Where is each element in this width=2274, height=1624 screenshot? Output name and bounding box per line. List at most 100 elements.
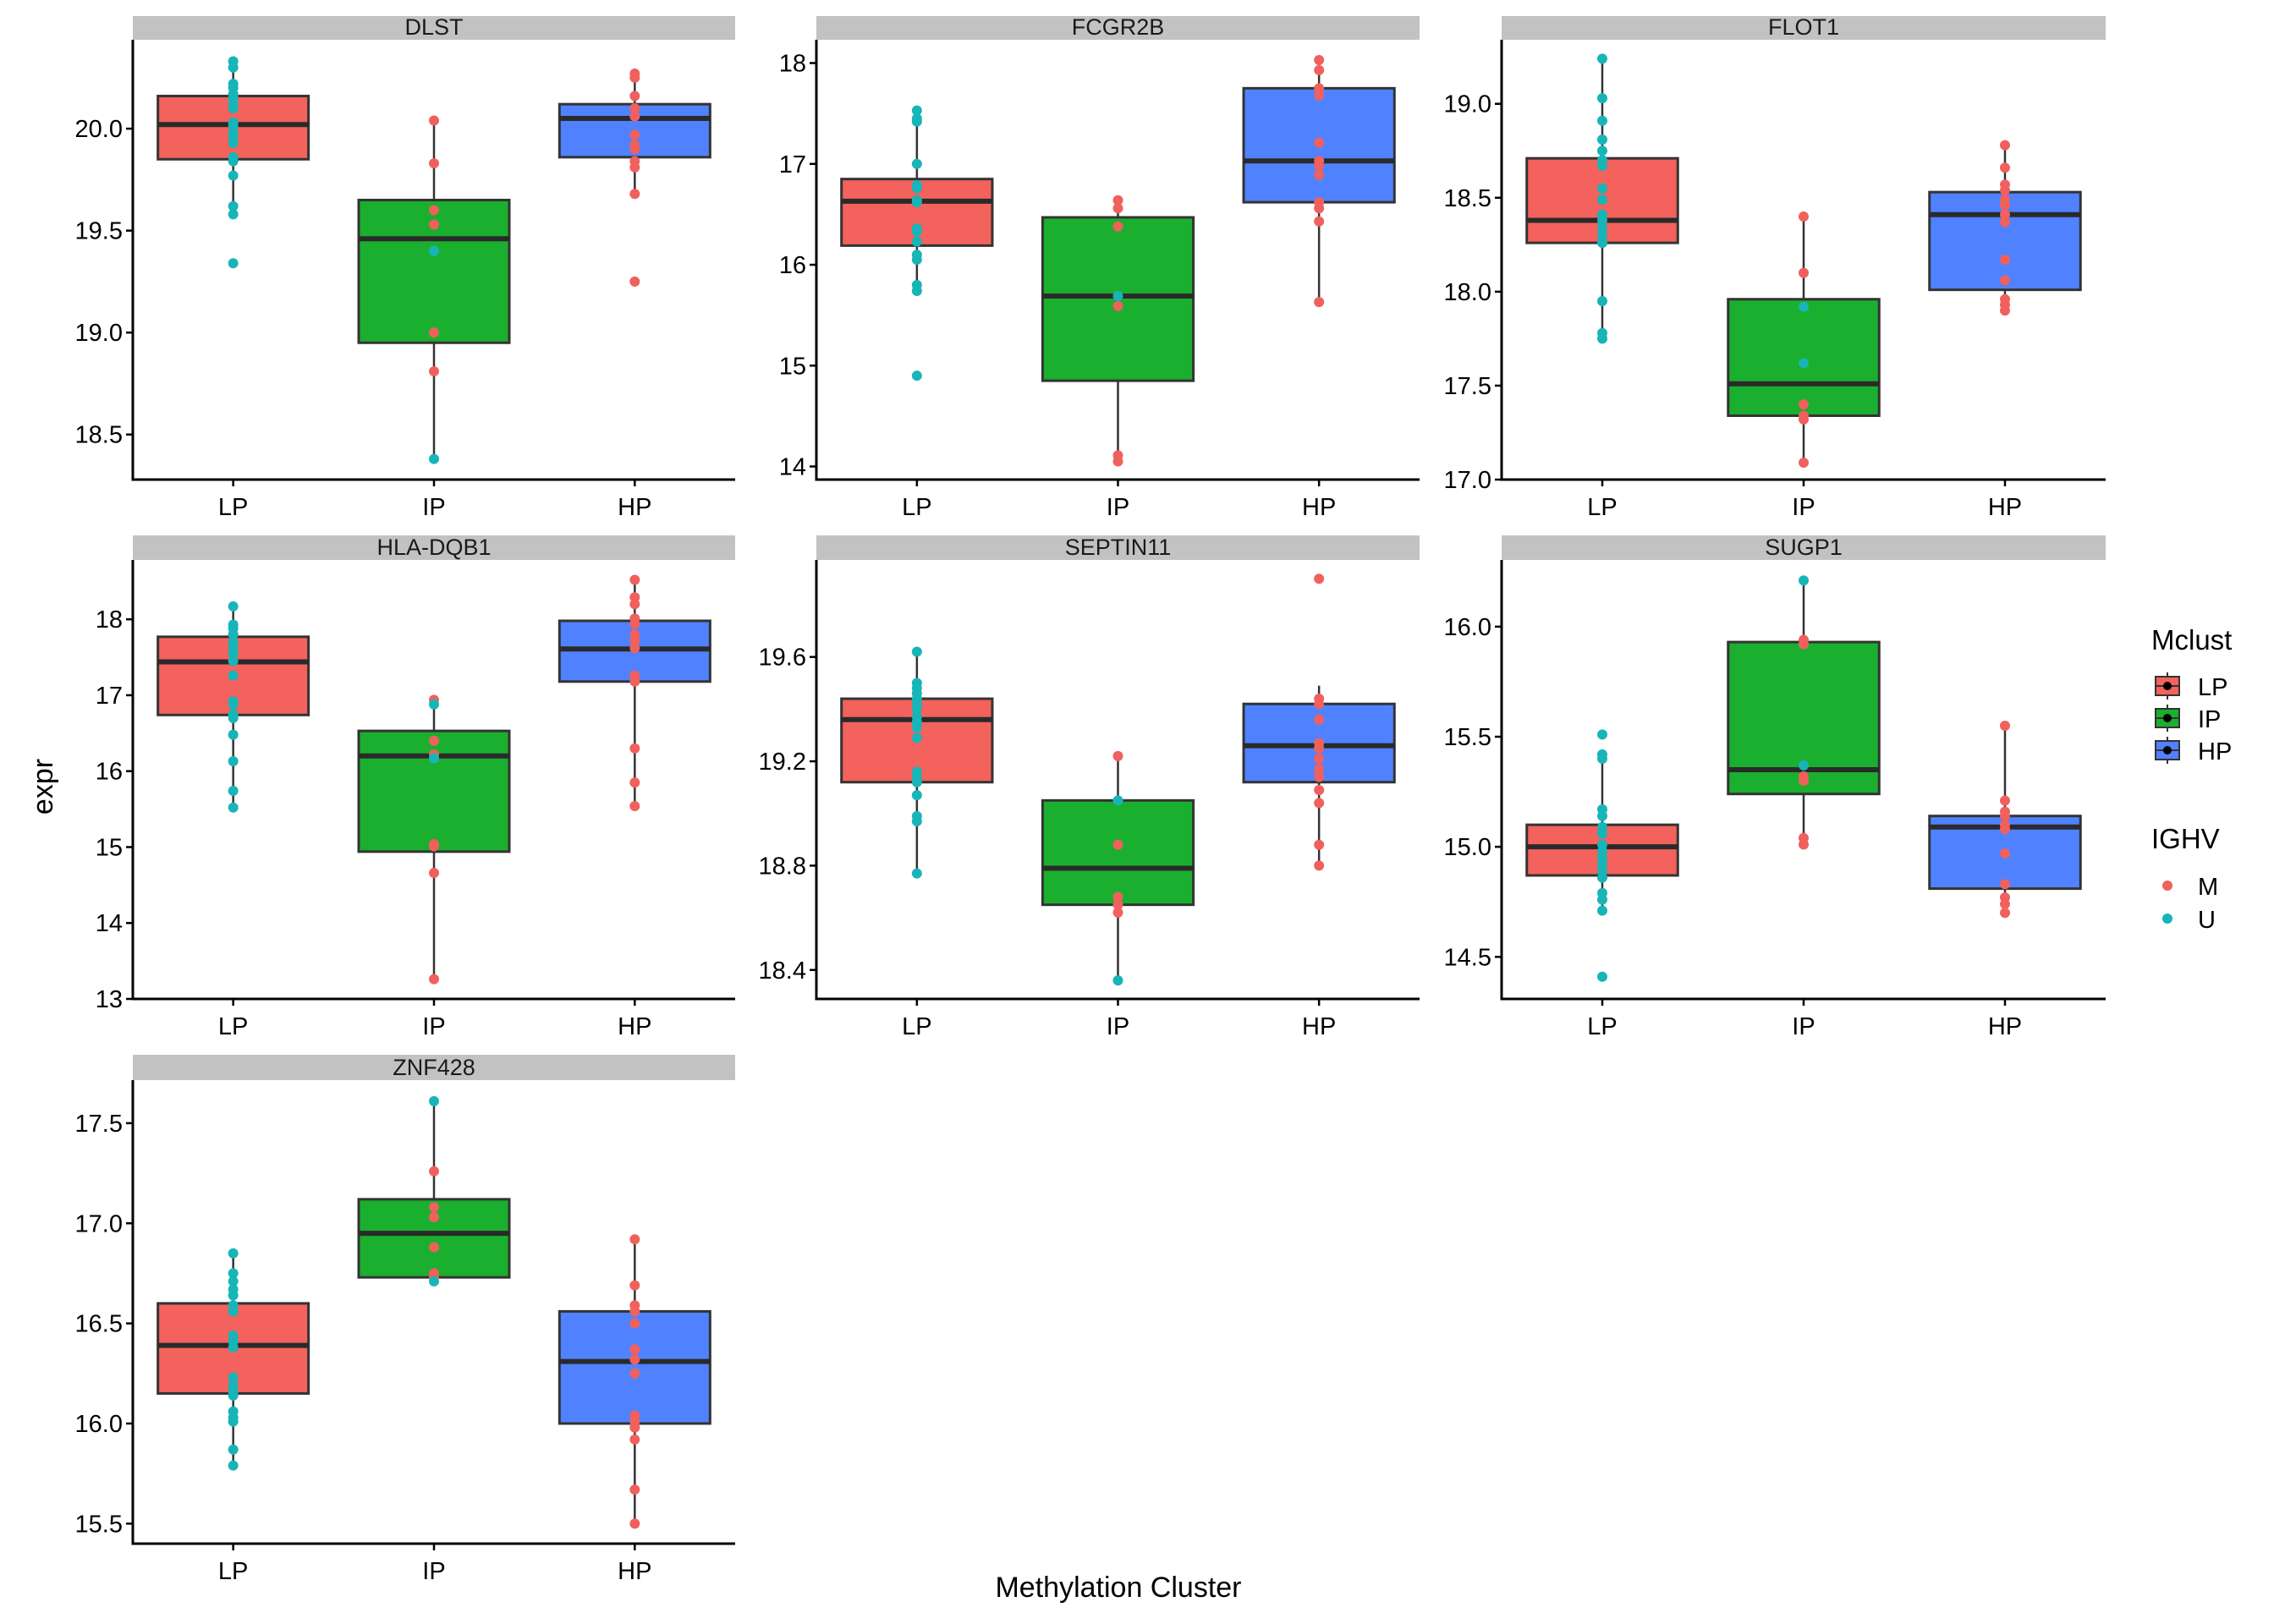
point-lp-u [1597, 53, 1607, 64]
point-lp-u [1597, 729, 1607, 740]
point-ip-u [1112, 290, 1123, 301]
box-iqr [357, 729, 511, 853]
point-ip-m [1112, 839, 1123, 850]
point-ip-m [1799, 639, 1809, 650]
point-ip-u [1112, 795, 1123, 806]
y-tick-label: 19.2 [759, 749, 806, 776]
point-hp-m [629, 1484, 640, 1495]
point-hp-m [629, 1422, 640, 1433]
point-ip-m [429, 841, 439, 852]
y-axis-title: expr [27, 759, 59, 815]
point-hp-m [629, 129, 640, 140]
point-hp-m [1314, 860, 1325, 871]
point-hp-m [1314, 743, 1325, 754]
x-tick-label: IP [422, 1013, 445, 1040]
x-tick-label: IP [422, 494, 445, 521]
legend-item-m: M [2162, 874, 2218, 901]
point-hp-m [629, 743, 640, 754]
legend-label-lp: LP [2198, 674, 2227, 701]
point-ip-m [429, 1202, 439, 1213]
point-lp-u [228, 1268, 239, 1279]
point-hp-m [2000, 720, 2010, 731]
point-hp-m [1314, 753, 1325, 764]
y-tick-label: 16 [96, 759, 123, 786]
point-lp-u [228, 1372, 239, 1383]
point-ip-u [429, 753, 439, 764]
point-hp-m [629, 111, 640, 122]
y-tick-label: 18.5 [1444, 185, 1491, 212]
x-tick-label: LP [218, 1013, 248, 1040]
legend-item-lp: LP [2155, 672, 2227, 701]
point-hp-m [629, 1234, 640, 1245]
point-hp-m [2000, 908, 2010, 919]
legend-key-m [2162, 881, 2172, 891]
x-tick-label: IP [1792, 494, 1815, 521]
point-hp-m [2000, 217, 2010, 228]
point-hp-m [629, 1354, 640, 1365]
point-lp-u [1597, 828, 1607, 839]
point-hp-m [1314, 297, 1325, 308]
point-lp-u [1597, 810, 1607, 821]
y-tick-label: 13 [96, 986, 123, 1013]
point-hp-m [2000, 879, 2010, 890]
point-lp-u [228, 1306, 239, 1317]
x-tick-label: HP [618, 1558, 651, 1585]
point-lp-u [1597, 333, 1607, 344]
point-lp-u [1597, 894, 1607, 905]
y-tick-label: 14 [779, 453, 806, 480]
point-hp-m [629, 1518, 640, 1529]
panel-dlst: DLST 18.5 19.0 19.5 20.0 LP IP HP [75, 14, 735, 521]
point-ip-m [429, 735, 439, 746]
x-tick-label: HP [1302, 494, 1336, 521]
point-lp-u [228, 200, 239, 211]
x-tick-label: LP [902, 1013, 931, 1040]
point-hp-m [629, 574, 640, 585]
point-hp-m [629, 777, 640, 788]
point-ip-m [429, 1166, 439, 1177]
x-tick-label: HP [1988, 1013, 2022, 1040]
facet-title: HLA-DQB1 [376, 535, 491, 560]
point-ip-m [1112, 195, 1123, 206]
facet-strip [816, 16, 1420, 40]
y-tick-label: 18 [96, 606, 123, 634]
point-lp-u [228, 786, 239, 797]
point-lp-u [911, 183, 922, 194]
point-ip-m [429, 219, 439, 230]
point-lp-u [228, 1276, 239, 1287]
x-tick-label: LP [1587, 494, 1617, 521]
point-ip-m [1112, 221, 1123, 232]
point-ip-m [429, 1242, 439, 1253]
legend-item-ip: IP [2155, 705, 2221, 733]
y-tick-label: 17.0 [1444, 467, 1491, 494]
point-hp-m [629, 635, 640, 646]
point-hp-m [1314, 83, 1325, 94]
point-lp-u [911, 197, 922, 208]
point-hp-m [629, 1306, 640, 1317]
point-ip-m [1112, 456, 1123, 467]
point-hp-m [629, 91, 640, 102]
point-lp-u [228, 103, 239, 114]
point-ip-m [1112, 907, 1123, 918]
legend-label-m: M [2198, 874, 2218, 901]
point-lp-u [1597, 230, 1607, 241]
x-tick-label: LP [1587, 1013, 1617, 1040]
y-tick-label: 14 [96, 910, 123, 937]
legend-key-u [2162, 914, 2172, 924]
y-tick-label: 18.4 [759, 957, 806, 985]
x-tick-label: HP [1988, 494, 2022, 521]
point-lp-u [1597, 145, 1607, 156]
point-lp-u [911, 776, 922, 787]
point-lp-u [911, 105, 922, 116]
x-tick-label: IP [1792, 1013, 1815, 1040]
facet-strip [1502, 535, 2106, 560]
point-hp-m [629, 643, 640, 654]
point-lp-u [911, 370, 922, 381]
facet-strip [133, 16, 735, 40]
point-lp-u [228, 1390, 239, 1401]
point-lp-u [228, 258, 239, 269]
point-lp-u [1597, 222, 1607, 233]
box-iqr [558, 1309, 711, 1425]
point-lp-u [911, 116, 922, 127]
point-hp-m [629, 189, 640, 200]
point-lp-u [228, 656, 239, 667]
